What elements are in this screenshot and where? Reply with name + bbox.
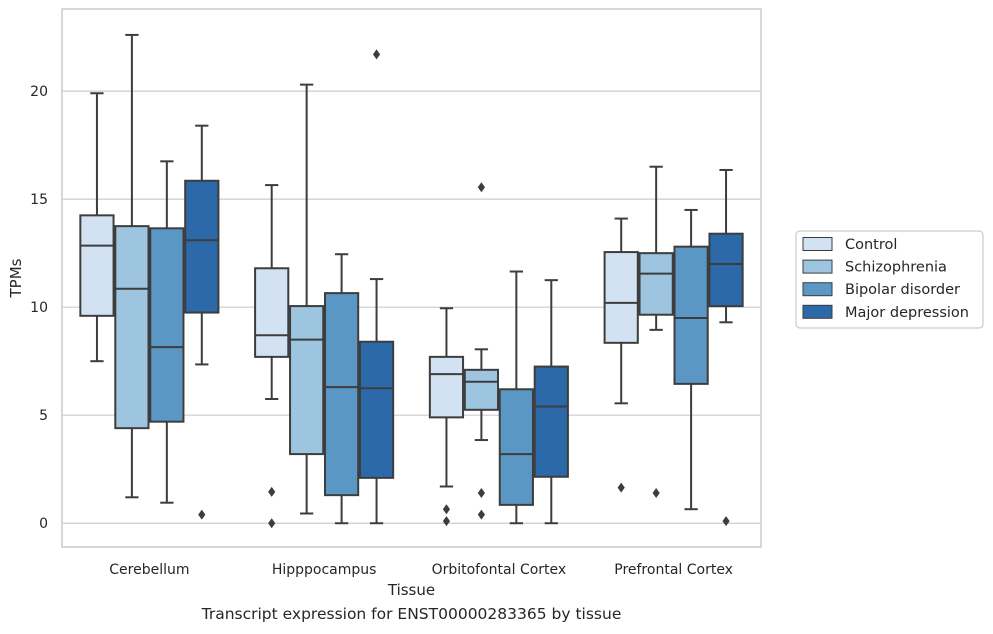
outlier-point (442, 516, 451, 527)
x-tick-label: Prefrontal Cortex (614, 562, 733, 578)
x-tick-label: Hipppocampus (272, 562, 377, 578)
outlier-point (477, 509, 485, 520)
box-bipolar-disorder (673, 208, 709, 511)
iqr-box (358, 340, 395, 479)
outlier-point (477, 182, 485, 193)
legend-swatch (802, 304, 833, 319)
iqr-box (533, 365, 569, 478)
iqr-box (463, 368, 500, 411)
legend: Control Schizophrenia Bipolar disorder Majo… (795, 230, 984, 329)
box-control (428, 307, 465, 527)
box-schizophrenia (289, 83, 325, 515)
outlier-point (268, 486, 276, 497)
iqr-box (638, 252, 674, 316)
outlier-point (442, 504, 451, 515)
box-major-depression (184, 124, 220, 520)
outlier-point (268, 518, 276, 529)
outlier-point (617, 482, 625, 493)
legend-swatch (802, 237, 833, 251)
outlier-point (477, 487, 485, 498)
outlier-point (372, 49, 381, 60)
box-control (603, 217, 639, 493)
x-tick-label: Cerebellum (109, 562, 189, 578)
iqr-box (254, 267, 290, 358)
legend-label: Major depression (845, 305, 969, 321)
legend-label: Schizophrenia (845, 260, 947, 276)
iqr-box (289, 305, 325, 456)
x-axis-label: Tissue (387, 581, 435, 599)
box-schizophrenia (638, 165, 674, 498)
box-bipolar-disorder (323, 253, 360, 525)
iqr-box (79, 214, 115, 317)
iqr-box (323, 292, 360, 497)
box-major-depression (708, 168, 744, 527)
outlier-point (198, 509, 206, 520)
legend-swatch (802, 259, 833, 274)
box-major-depression (533, 279, 569, 525)
iqr-box (428, 355, 465, 419)
y-tick-label: 5 (39, 408, 48, 424)
box-bipolar-disorder (149, 160, 185, 504)
y-axis-label: TPMs (7, 258, 25, 298)
iqr-box (603, 251, 639, 344)
iqr-box (149, 227, 185, 423)
y-tick-label: 10 (30, 300, 48, 316)
y-tick-label: 0 (39, 516, 48, 532)
iqr-box (184, 179, 220, 314)
box-schizophrenia (114, 33, 150, 499)
iqr-box (114, 225, 150, 430)
legend-label: Bipolar disorder (845, 282, 960, 298)
outlier-point (722, 516, 730, 527)
box-control (79, 92, 115, 363)
legend-swatch (802, 282, 833, 297)
box-bipolar-disorder (498, 270, 534, 525)
x-tick-label: Orbitofontal Cortex (432, 562, 567, 578)
box-control (254, 184, 290, 529)
figure-caption: Transcript expression for ENST0000028336… (201, 605, 622, 623)
legend-frame (795, 230, 984, 329)
y-tick-label: 15 (30, 192, 48, 208)
y-tick-label: 20 (30, 84, 48, 100)
outlier-point (652, 487, 660, 498)
iqr-box (708, 232, 744, 308)
box-major-depression (358, 49, 395, 525)
iqr-box (673, 245, 709, 385)
legend-label: Control (845, 237, 897, 253)
box-schizophrenia (463, 182, 500, 520)
iqr-box (498, 388, 534, 506)
